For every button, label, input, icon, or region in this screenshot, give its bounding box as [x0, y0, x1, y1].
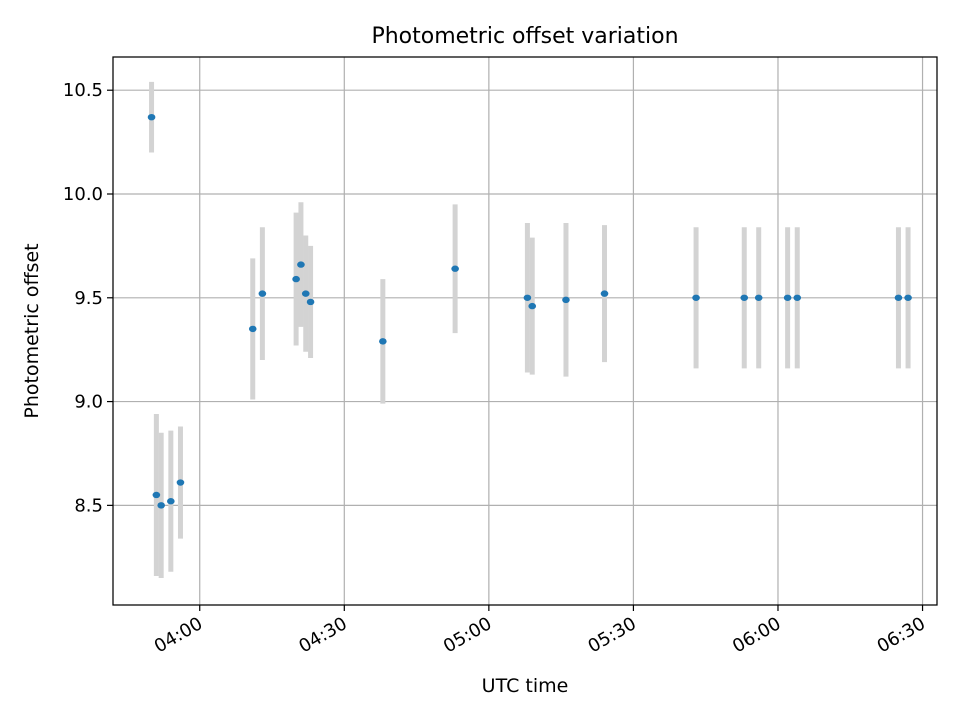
data-point — [297, 261, 305, 268]
data-point — [783, 294, 792, 301]
data-point — [306, 298, 315, 306]
data-points — [147, 113, 912, 509]
data-point — [451, 265, 459, 272]
data-point — [692, 294, 700, 301]
plot-frame — [112, 56, 938, 606]
data-point — [176, 479, 185, 486]
data-point — [147, 113, 156, 121]
x-axis-label: UTC time — [482, 675, 569, 697]
y-tick-label: 10.5 — [63, 80, 103, 101]
data-point — [301, 290, 310, 297]
data-point — [379, 338, 387, 345]
data-point — [754, 294, 763, 301]
data-point — [894, 294, 903, 301]
data-point — [562, 296, 570, 304]
data-point — [292, 275, 300, 283]
data-point — [248, 325, 257, 333]
data-point — [793, 294, 802, 301]
chart-title: Photometric offset variation — [371, 24, 678, 49]
data-point — [904, 294, 912, 301]
data-point — [152, 491, 161, 499]
y-tick-label: 9.5 — [74, 288, 103, 309]
y-tick-label: 9.0 — [74, 392, 103, 413]
data-point — [523, 294, 532, 301]
y-tick-label: 8.5 — [74, 495, 103, 516]
data-point — [157, 502, 165, 509]
data-point — [740, 294, 749, 301]
y-tick-label: 10.0 — [63, 184, 103, 205]
y-axis-label: Photometric offset — [21, 243, 43, 418]
data-point — [600, 290, 609, 297]
data-point — [258, 290, 267, 297]
data-point — [167, 498, 175, 505]
data-point — [528, 302, 537, 310]
